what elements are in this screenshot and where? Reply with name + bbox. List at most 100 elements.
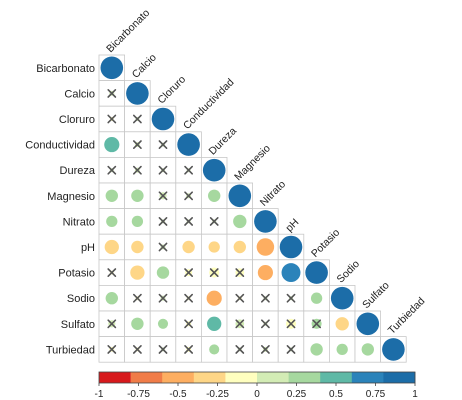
- cell-ph-bicarbonato-circle: [104, 239, 119, 255]
- cell-sulfato-cloruro-circle: [157, 318, 169, 329]
- cell-ph-ph-circle: [279, 235, 303, 259]
- cell-potasio-potasio-circle: [305, 261, 328, 284]
- cell-bicarbonato-bicarbonato-circle: [100, 56, 124, 80]
- cell-ph-cloruro-nonsignificant-cross: [158, 242, 168, 252]
- cell-turbiedad-dureza-circle: [209, 344, 220, 355]
- row-label-magnesio: Magnesio: [47, 191, 95, 203]
- cell-nitrato-conductividad-nonsignificant-cross: [184, 217, 193, 226]
- col-label-sulfato: Sulfato: [360, 279, 392, 311]
- cell-ph-calcio-frame: [124, 233, 151, 261]
- cell-turbiedad-potasio-circle: [310, 343, 323, 356]
- cell-dureza-cloruro-nonsignificant-cross: [158, 165, 168, 175]
- col-label-cloruro: Cloruro: [155, 73, 188, 106]
- row-label-calcio: Calcio: [64, 88, 95, 100]
- cell-nitrato-bicarbonato-circle: [106, 215, 118, 228]
- cell-sodio-calcio-nonsignificant-cross: [133, 293, 142, 303]
- cell-sulfato-potasio-nonsignificant-cross: [312, 319, 321, 329]
- cell-calcio-bicarbonato-nonsignificant-cross: [107, 89, 117, 98]
- cell-sodio-cloruro-nonsignificant-cross: [158, 293, 168, 303]
- cell-ph-dureza-circle: [208, 241, 220, 253]
- cell-potasio-ph-circle: [281, 263, 301, 283]
- colorbar-tick-label-0: -1: [95, 389, 104, 400]
- cell-magnesio-dureza-circle: [208, 189, 221, 202]
- cell-turbiedad-turbiedad-circle: [382, 338, 405, 361]
- cell-magnesio-calcio-circle: [131, 189, 144, 202]
- cell-sodio-potasio-circle: [310, 292, 323, 304]
- colorbar-tick-label-4: 0: [254, 389, 260, 400]
- cell-nitrato-magnesio-circle: [233, 214, 247, 229]
- row-label-sulfato: Sulfato: [61, 319, 95, 331]
- cell-cloruro-calcio-nonsignificant-cross: [133, 114, 142, 124]
- colorbar-segment-1: [130, 372, 163, 383]
- cell-conductividad-calcio-nonsignificant-cross: [133, 140, 142, 149]
- cell-turbiedad-cloruro-nonsignificant-cross: [158, 345, 168, 354]
- cell-sulfato-calcio-circle: [131, 317, 144, 330]
- colorbar-segment-2: [162, 372, 195, 383]
- cell-conductividad-bicarbonato-frame: [98, 131, 126, 158]
- col-label-conductividad: Conductividad: [181, 76, 237, 132]
- cell-sodio-ph-nonsignificant-cross: [286, 293, 296, 303]
- colorbar-segment-9: [383, 372, 416, 383]
- cell-sodio-nitrato-nonsignificant-cross: [261, 293, 270, 303]
- cell-potasio-calcio-circle: [130, 265, 145, 280]
- colorbar-segment-8: [351, 372, 384, 383]
- cell-turbiedad-conductividad-nonsignificant-cross: [184, 345, 193, 354]
- cell-ph-conductividad-circle: [182, 240, 195, 254]
- col-label-sodio: Sodio: [335, 258, 363, 286]
- colorbar-tick-label-8: 1: [412, 389, 418, 400]
- row-label-dureza: Dureza: [60, 165, 96, 177]
- cell-potasio-nitrato-circle: [257, 265, 273, 281]
- colorbar-segment-7: [320, 372, 353, 383]
- cell-dureza-dureza-circle: [202, 158, 226, 182]
- colorbar-tick-label-7: 0.75: [366, 389, 386, 400]
- cell-calcio-calcio-circle: [126, 82, 149, 105]
- cell-nitrato-dureza-nonsignificant-cross: [209, 217, 219, 226]
- cell-conductividad-bicarbonato-circle: [104, 137, 120, 153]
- cell-nitrato-calcio-circle: [131, 215, 144, 228]
- cell-sulfato-conductividad-nonsignificant-cross: [184, 319, 193, 329]
- colorbar: -1 -0.75 -0.5 -0.25 0 0.25 0.5 0.75 1: [95, 371, 418, 400]
- colorbar-segment-5: [257, 372, 289, 383]
- cell-dureza-conductividad-nonsignificant-cross: [184, 165, 193, 175]
- cell-sodio-bicarbonato-frame: [98, 284, 126, 312]
- colorbar-tick-label-2: -0.5: [169, 389, 187, 400]
- cell-sulfato-potasio-frame: [303, 310, 330, 338]
- cell-magnesio-conductividad-nonsignificant-cross: [184, 191, 193, 201]
- cell-turbiedad-magnesio-nonsignificant-cross: [235, 345, 245, 354]
- colorbar-tick-label-1: -0.75: [127, 389, 150, 400]
- cell-potasio-dureza-nonsignificant-cross: [209, 268, 219, 277]
- cell-sulfato-sulfato-circle: [356, 312, 380, 336]
- colorbar-segment-0: [99, 372, 131, 383]
- cell-turbiedad-ph-nonsignificant-cross: [286, 345, 296, 354]
- col-label-magnesio: Magnesio: [232, 142, 273, 183]
- cell-sulfato-sodio-circle: [335, 317, 349, 331]
- cell-ph-nitrato-circle: [256, 238, 275, 256]
- cell-potasio-bicarbonato-nonsignificant-cross: [107, 268, 117, 277]
- cell-ph-magnesio-circle: [233, 240, 246, 254]
- cell-dureza-bicarbonato-nonsignificant-cross: [107, 165, 117, 175]
- cell-conductividad-conductividad-circle: [177, 133, 200, 156]
- cell-cloruro-cloruro-circle: [151, 107, 175, 131]
- col-label-dureza: Dureza: [207, 125, 240, 158]
- row-label-bicarbonato: Bicarbonato: [36, 63, 95, 75]
- cell-potasio-conductividad-nonsignificant-cross: [184, 268, 193, 277]
- row-labels: Bicarbonato Calcio Cloruro Conductividad Dur…: [25, 63, 96, 357]
- cell-sodio-sodio-circle: [330, 286, 354, 310]
- col-label-bicarbonato: Bicarbonato: [104, 7, 152, 55]
- cell-dureza-calcio-nonsignificant-cross: [133, 165, 142, 175]
- row-label-sodio: Sodio: [67, 293, 95, 305]
- cell-magnesio-cloruro-nonsignificant-cross: [158, 191, 168, 201]
- col-label-nitrato: Nitrato: [258, 178, 288, 208]
- row-label-ph: pH: [81, 242, 95, 254]
- col-label-potasio: Potasio: [309, 227, 342, 260]
- cell-sulfato-dureza-circle: [207, 316, 222, 331]
- colorbar-segment-6: [288, 372, 321, 383]
- cell-ph-calcio-circle: [131, 240, 144, 254]
- colorbar-segment-3: [193, 372, 226, 383]
- cell-magnesio-magnesio-circle: [228, 184, 252, 208]
- cell-nitrato-nitrato-circle: [254, 210, 277, 233]
- row-label-turbiedad: Turbiedad: [46, 344, 95, 356]
- row-label-conductividad: Conductividad: [25, 140, 95, 152]
- colorbar-tick-label-3: -0.25: [206, 389, 229, 400]
